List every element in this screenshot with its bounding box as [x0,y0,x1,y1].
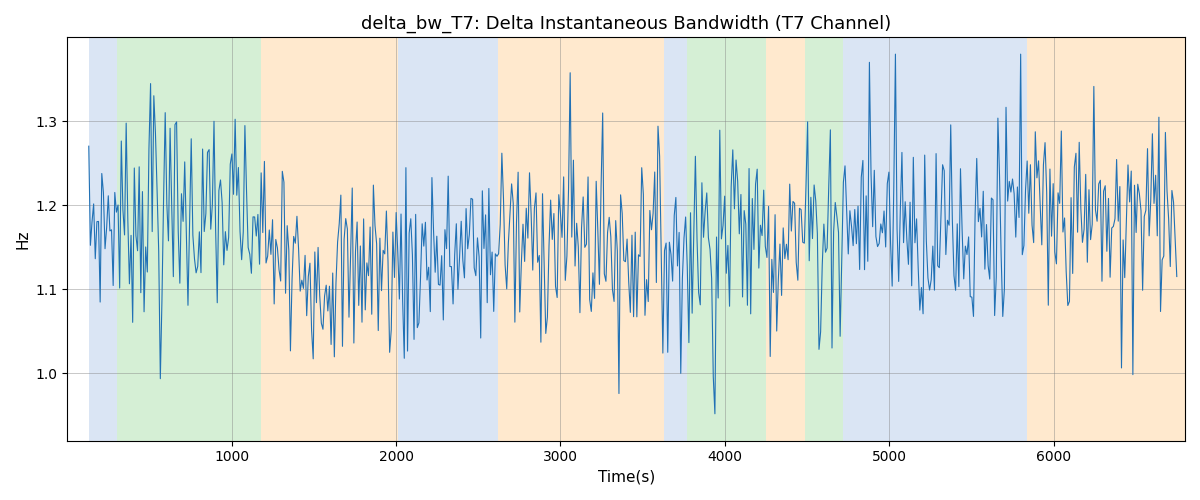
Bar [397,38,498,440]
Title: delta_bw_T7: Delta Instantaneous Bandwidth (T7 Channel): delta_bw_T7: Delta Instantaneous Bandwid… [361,15,892,34]
Bar [1027,38,1184,440]
Bar [805,38,844,440]
Bar [498,38,664,440]
X-axis label: Time(s): Time(s) [598,470,655,485]
Bar [844,38,1027,440]
Bar [262,38,397,440]
Bar [688,38,766,440]
Bar [116,38,262,440]
Y-axis label: Hz: Hz [16,230,30,249]
Bar [766,38,805,440]
Bar [89,38,116,440]
Bar [664,38,688,440]
